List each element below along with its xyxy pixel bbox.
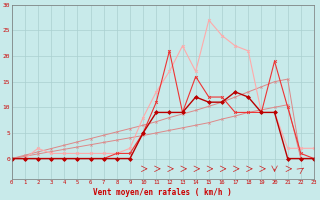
- X-axis label: Vent moyen/en rafales ( km/h ): Vent moyen/en rafales ( km/h ): [93, 188, 232, 197]
